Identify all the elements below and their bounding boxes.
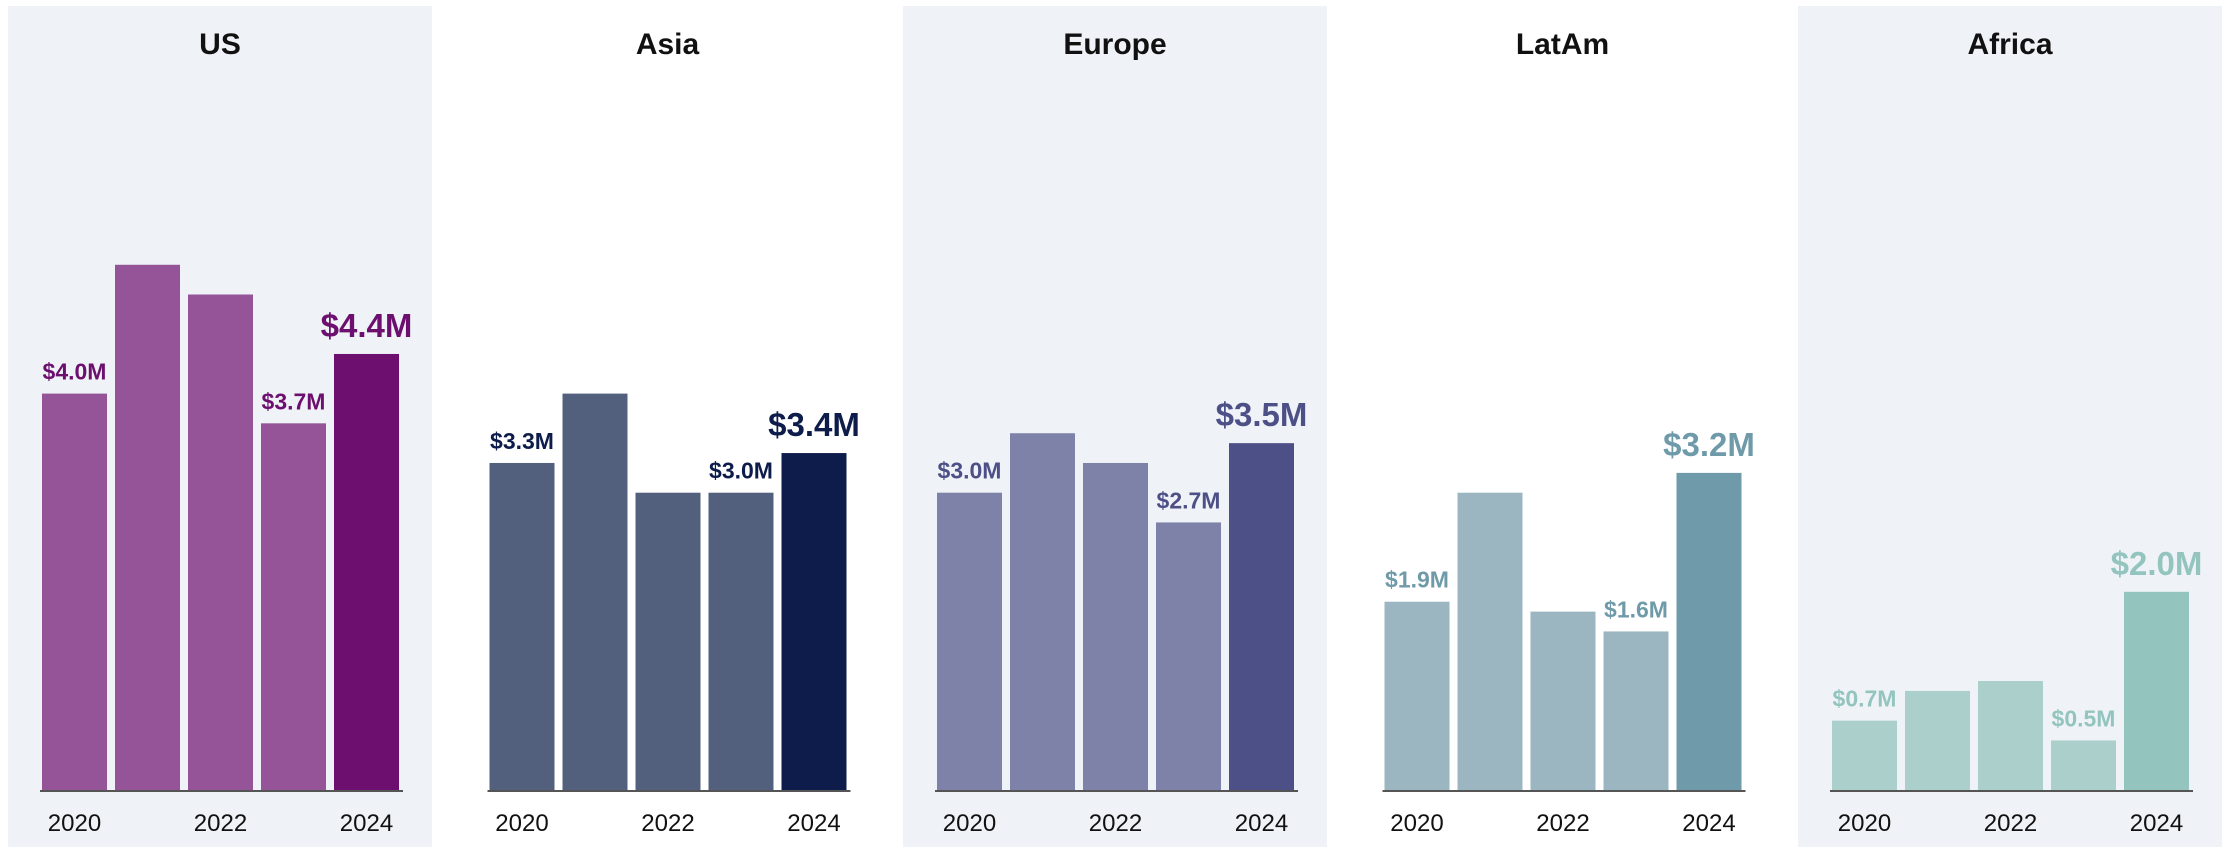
panel-title: US xyxy=(199,28,241,61)
bar-2023 xyxy=(1603,631,1669,790)
x-tick-label: 2024 xyxy=(1682,810,1735,837)
panel-africa: Africa $0.7M 2020 2022 $0.5M $2.0M 2024 xyxy=(1798,6,2222,847)
data-label: $3.0M xyxy=(938,458,1002,484)
x-tick-label: 2024 xyxy=(1235,810,1288,837)
bar-2022 xyxy=(1978,680,2043,790)
data-label: $3.0M xyxy=(709,458,773,484)
data-label: $3.7M xyxy=(262,388,326,414)
data-label: $0.7M xyxy=(1833,686,1897,712)
bar-2022 xyxy=(1083,462,1148,790)
bar-2023 xyxy=(1156,522,1221,790)
data-label: $1.6M xyxy=(1604,596,1668,622)
data-label: $4.4M xyxy=(321,307,413,344)
x-tick-label: 2022 xyxy=(1089,810,1142,837)
x-tick-label: 2022 xyxy=(194,810,247,837)
x-tick-label: 2020 xyxy=(1390,810,1443,837)
panel-us: US $4.0M 2020 2022 $3.7M $4.4M 2024 xyxy=(8,6,432,847)
bar-2024 xyxy=(2124,591,2189,790)
panel-title: Africa xyxy=(1967,28,2052,61)
bar-2020 xyxy=(1384,601,1450,790)
bar-2022 xyxy=(635,492,701,790)
x-tick-label: 2022 xyxy=(1536,810,1589,837)
panel-latam: LatAm $1.9M 2020 2022 $1.6M $3.2M 2024 xyxy=(1350,6,1775,847)
panel-title: Asia xyxy=(636,28,700,61)
x-tick-label: 2020 xyxy=(1838,810,1891,837)
x-tick-label: 2024 xyxy=(2130,810,2183,837)
bar-2022 xyxy=(188,294,253,790)
bar-2021 xyxy=(1457,492,1523,790)
bar-2024 xyxy=(1676,472,1742,790)
bar-2022 xyxy=(1530,611,1596,790)
data-label: $3.3M xyxy=(490,428,554,454)
x-tick-label: 2020 xyxy=(48,810,101,837)
panel-title: Europe xyxy=(1063,28,1166,61)
bar-2023 xyxy=(2051,740,2116,790)
x-tick-label: 2022 xyxy=(641,810,694,837)
data-label: $2.7M xyxy=(1157,487,1221,513)
bar-2021 xyxy=(1905,690,1970,790)
data-label: $4.0M xyxy=(43,359,107,385)
bar-2021 xyxy=(562,393,628,790)
data-label: $2.0M xyxy=(2111,545,2203,582)
data-label: $1.9M xyxy=(1385,567,1449,593)
data-label: $3.5M xyxy=(1216,396,1308,433)
x-tick-label: 2020 xyxy=(495,810,548,837)
bar-2023 xyxy=(708,492,774,790)
bar-2020 xyxy=(42,393,107,790)
bar-2020 xyxy=(937,492,1002,790)
bar-2021 xyxy=(1010,433,1075,790)
panel-europe: Europe $3.0M 2020 2022 $2.7M $3.5M 2024 xyxy=(903,6,1327,847)
bar-2023 xyxy=(261,423,326,790)
panel-title: LatAm xyxy=(1516,28,1609,61)
data-label: $3.4M xyxy=(768,406,860,443)
x-tick-label: 2024 xyxy=(787,810,840,837)
bar-2024 xyxy=(1229,443,1294,790)
bar-2024 xyxy=(781,453,847,790)
bar-2021 xyxy=(115,264,180,790)
bar-2020 xyxy=(489,462,555,790)
bar-2020 xyxy=(1832,720,1897,790)
x-tick-label: 2020 xyxy=(943,810,996,837)
x-tick-label: 2024 xyxy=(340,810,393,837)
panel-asia: Asia $3.3M 2020 2022 $3.0M $3.4M 2024 xyxy=(455,6,880,847)
data-label: $3.2M xyxy=(1663,426,1755,463)
data-label: $0.5M xyxy=(2052,705,2116,731)
x-tick-label: 2022 xyxy=(1984,810,2037,837)
bar-2024 xyxy=(334,353,399,790)
